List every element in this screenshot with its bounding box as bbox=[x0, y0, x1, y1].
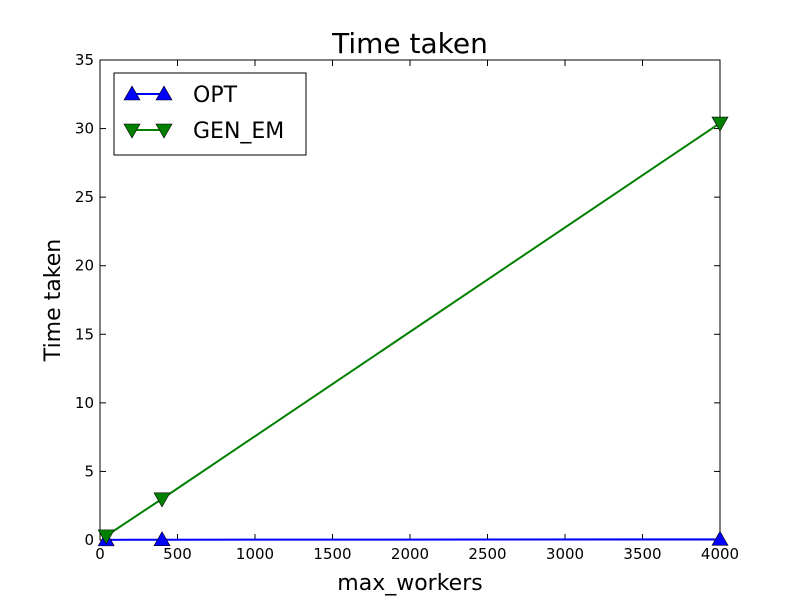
data-point-opt bbox=[711, 530, 729, 546]
x-tick-label: 4000 bbox=[701, 545, 739, 563]
series-opt bbox=[97, 530, 729, 547]
series-line-opt bbox=[106, 538, 721, 541]
x-tick-label: 0 bbox=[95, 545, 105, 563]
series-gen-em bbox=[97, 116, 729, 545]
data-point-gen-em bbox=[153, 492, 171, 508]
y-tick-label: 10 bbox=[75, 394, 94, 412]
legend-marker-gen-em bbox=[123, 123, 141, 139]
y-axis-label: Time taken bbox=[41, 239, 66, 362]
x-tick-label: 1500 bbox=[313, 545, 351, 563]
chart-title: Time taken bbox=[331, 27, 488, 60]
legend-marker-gen-em bbox=[155, 123, 173, 139]
series-line-gen-em bbox=[105, 122, 721, 537]
y-tick-label: 35 bbox=[75, 51, 94, 69]
x-tick-label: 1000 bbox=[236, 545, 274, 563]
y-tick-label: 30 bbox=[75, 120, 94, 138]
plot-area: 0 500 1000 1500 2000 2500 3000 3500 4000 0 5 10 15 20… bbox=[75, 51, 739, 563]
x-tick-label: 3000 bbox=[546, 545, 584, 563]
y-tick-label: 20 bbox=[75, 257, 94, 275]
x-tick-label: 3500 bbox=[623, 545, 661, 563]
legend: OPT GEN_EM bbox=[113, 72, 307, 156]
legend-label-opt: OPT bbox=[193, 83, 238, 108]
y-tick-label: 15 bbox=[75, 325, 94, 343]
x-tick-label: 500 bbox=[163, 545, 192, 563]
legend-label-gen-em: GEN_EM bbox=[193, 119, 284, 144]
legend-box bbox=[113, 72, 307, 156]
legend-marker-opt bbox=[123, 85, 141, 101]
y-tick-label: 0 bbox=[84, 531, 94, 549]
y-tick-label: 5 bbox=[84, 462, 94, 480]
legend-marker-opt bbox=[155, 85, 173, 101]
x-tick-label: 2500 bbox=[468, 545, 506, 563]
x-tick-label: 2000 bbox=[391, 545, 429, 563]
y-tick-label: 25 bbox=[75, 188, 94, 206]
data-point-opt bbox=[153, 531, 171, 547]
data-point-gen-em bbox=[97, 529, 115, 545]
x-axis-label: max_workers bbox=[337, 571, 482, 596]
data-point-gen-em bbox=[711, 116, 729, 132]
